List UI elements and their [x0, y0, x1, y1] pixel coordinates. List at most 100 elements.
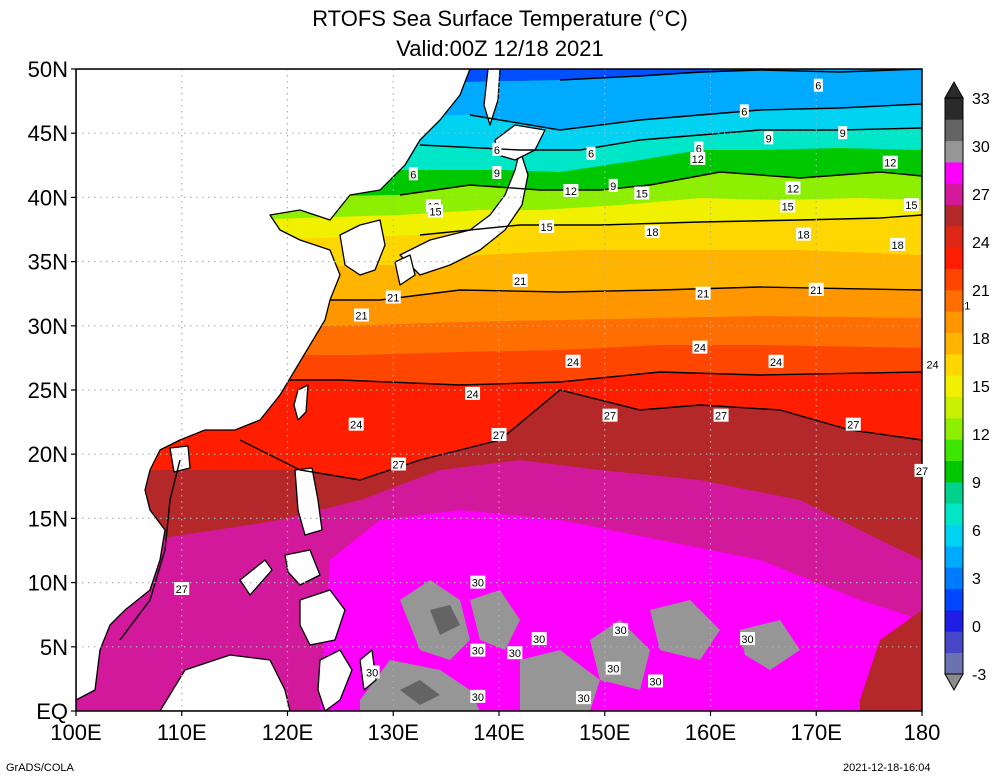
contour-label: 30: [740, 632, 756, 646]
contour-label: 18: [796, 227, 812, 242]
contour-labels: 6666669999121212121215151515151818182121…: [174, 78, 972, 705]
svg-text:15: 15: [429, 207, 441, 219]
colorbar-segment: [945, 311, 963, 334]
contour-label: 12: [690, 151, 706, 166]
svg-text:21: 21: [810, 285, 822, 297]
colorbar-label: 9: [972, 475, 981, 492]
lon-tick-label: 160E: [685, 720, 736, 745]
svg-text:27: 27: [493, 430, 505, 442]
lat-tick-label: 50N: [28, 57, 68, 82]
svg-text:30: 30: [741, 634, 753, 646]
contour-label: 30: [576, 691, 592, 705]
colorbar-segment: [945, 247, 963, 270]
lat-tick-label: 10N: [28, 571, 68, 596]
svg-text:15: 15: [905, 200, 917, 212]
contour-label: 9: [608, 178, 618, 193]
land-sulawesi: [317, 649, 353, 711]
lat-tick-label: 35N: [28, 250, 68, 275]
contour-label: 27: [174, 582, 190, 596]
svg-text:30: 30: [577, 693, 589, 705]
lon-tick-label: 100E: [50, 720, 101, 745]
colorbar-min-arrow: [944, 673, 964, 692]
contour-label: 30: [364, 665, 380, 679]
svg-text:12: 12: [884, 158, 896, 170]
svg-text:15: 15: [782, 201, 794, 213]
land-taiwan: [293, 384, 309, 421]
colorbar-frame: [944, 97, 964, 675]
land-asia-mainland: [76, 69, 471, 701]
colorbar-segment: [945, 226, 963, 248]
colorbar-segment: [945, 524, 963, 547]
contour-label: 12: [785, 181, 801, 195]
contour-label: 27: [602, 408, 618, 423]
contour-label: 24: [692, 340, 708, 355]
colorbar-segment: [945, 460, 963, 483]
isotherm-27: [239, 389, 922, 481]
colorbar-label: 30: [972, 139, 990, 156]
svg-text:24: 24: [350, 420, 362, 432]
land-visayas: [284, 549, 321, 586]
axis-ticks: 100E 110E 120E 130E 140E 150E 160E 170E 180 EQ 5N 1…: [28, 57, 941, 745]
isotherm-15: [399, 171, 922, 196]
colorbar-segment: [945, 439, 963, 462]
svg-text:9: 9: [610, 181, 616, 193]
contour-label: 24: [348, 417, 364, 432]
svg-text:6: 6: [696, 144, 702, 156]
contour-label: 6: [739, 104, 749, 118]
colorbar-label: 33: [972, 91, 990, 108]
svg-text:27: 27: [176, 584, 188, 596]
svg-text:9: 9: [494, 168, 500, 180]
colorbar-segment: [945, 631, 963, 654]
contour-label: 6: [813, 78, 823, 93]
lon-tick-label: 130E: [368, 720, 419, 745]
contour-label: 15: [903, 198, 919, 212]
colorbar-label: 15: [972, 379, 990, 396]
isotherm-27-west: [119, 459, 181, 641]
colorbar-segment: [945, 482, 963, 504]
colorbar-segment: [945, 652, 963, 675]
svg-text:21: 21: [697, 289, 709, 301]
svg-text:6: 6: [494, 145, 500, 157]
lat-tick-label: 45N: [28, 121, 68, 146]
contour-label: 27: [914, 463, 930, 478]
svg-text:30: 30: [366, 667, 378, 679]
isotherm-24: [290, 371, 922, 386]
svg-text:15: 15: [540, 222, 552, 234]
colorbar-segment: [945, 162, 963, 184]
svg-text:9: 9: [840, 128, 846, 140]
contour-label: 30: [507, 646, 523, 660]
contour-label: 21: [354, 308, 370, 323]
svg-text:30: 30: [614, 625, 626, 637]
chart-subtitle: Valid:00Z 12/18 2021: [396, 36, 604, 61]
lat-tick-label: EQ: [36, 699, 68, 724]
svg-text:27: 27: [715, 411, 727, 423]
lat-tick-label: 20N: [28, 442, 68, 467]
svg-text:18: 18: [892, 240, 904, 252]
isotherm-18: [419, 214, 922, 236]
svg-text:6: 6: [410, 169, 416, 181]
svg-text:24: 24: [567, 357, 579, 369]
colorbar: -3 0 3 6 9 12 15 18 21 24 27 30 33: [944, 80, 990, 692]
sst-patch-32: [430, 605, 460, 635]
contour-label: 18: [890, 237, 906, 252]
colorbar-segment: [945, 290, 963, 312]
colorbar-label: 0: [972, 619, 981, 636]
contour-label: 21: [385, 290, 401, 305]
contour-label: 18: [644, 225, 660, 239]
contour-label: 24: [465, 386, 481, 401]
contour-label: 27: [491, 427, 507, 442]
contour-label: 21: [695, 286, 711, 301]
svg-text:12: 12: [565, 186, 577, 198]
svg-text:27: 27: [604, 411, 616, 423]
contour-label: 30: [470, 689, 486, 704]
svg-text:21: 21: [387, 293, 399, 305]
contour-label: 6: [408, 167, 418, 181]
contour-label: 30: [605, 661, 621, 676]
svg-text:21: 21: [355, 311, 367, 323]
sst-patch-31: [590, 620, 650, 690]
contour-label: 9: [764, 131, 774, 145]
lon-tick-label: 120E: [262, 720, 313, 745]
contour-label: 24: [768, 354, 784, 369]
svg-text:24: 24: [694, 343, 706, 355]
